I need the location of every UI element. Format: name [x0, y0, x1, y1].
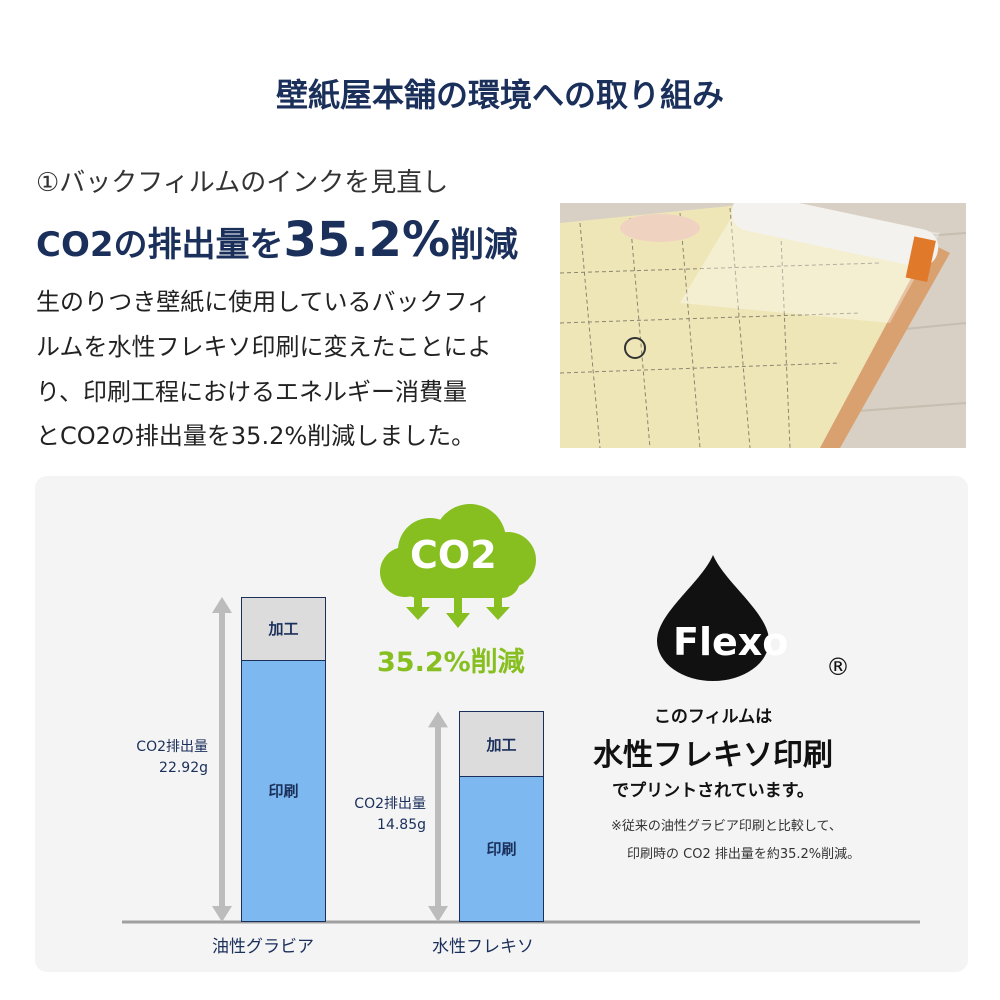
- ink-drop-icon: [657, 555, 769, 681]
- registered-mark: ®: [826, 653, 850, 681]
- body-line: とCO2の排出量を35.2%削減しました。: [36, 422, 476, 450]
- stacked-bar: 加工 印刷: [459, 711, 544, 922]
- note-line1: ※従来の油性グラビア印刷と比較して、: [611, 819, 842, 834]
- headline-prefix: CO2の排出量を: [36, 225, 284, 265]
- co2-cloud-icon: [380, 504, 536, 628]
- film-line3: でプリントされています。: [612, 781, 814, 801]
- segment-print: 印刷: [242, 659, 325, 921]
- segment-process: 加工: [242, 598, 325, 660]
- film-line2: 水性フレキソ印刷: [593, 738, 833, 773]
- stacked-bar: 加工 印刷: [241, 597, 326, 922]
- cloud-label: CO2: [410, 533, 497, 577]
- body-line: り、印刷工程におけるエネルギー消費量: [36, 378, 468, 406]
- page-title: 壁紙屋本舗の環境への取り組み: [275, 76, 724, 114]
- total-arrow: [428, 711, 448, 922]
- note-line2: 印刷時の CO2 排出量を約35.2%削減。: [627, 847, 861, 862]
- total-arrow: [212, 597, 232, 922]
- total-label-gravure: CO2排出量 22.92g: [136, 739, 208, 776]
- section-subtitle: ①バックフィルムのインクを見直し: [36, 168, 449, 198]
- body-line: ルムを水性フレキソ印刷に変えたことによ: [36, 333, 492, 361]
- total-label-flexo: CO2排出量 14.85g: [354, 796, 426, 833]
- reduction-label: 35.2%削減: [377, 647, 525, 678]
- headline-value: 35.2%: [283, 212, 451, 268]
- body-line: 生のりつき壁紙に使用しているバックフィ: [36, 288, 492, 316]
- headline-suffix: 削減: [450, 225, 519, 265]
- segment-print: 印刷: [460, 775, 543, 921]
- x-label-flexo: 水性フレキソ: [432, 937, 534, 957]
- backfilm-photo: [560, 203, 966, 448]
- section-headline: CO2の排出量を35.2%削減: [36, 212, 518, 268]
- segment-process: 加工: [460, 712, 543, 776]
- flexo-logo: Flexo: [673, 620, 789, 664]
- x-label-gravure: 油性グラビア: [212, 937, 314, 957]
- film-line1: このフィルムは: [653, 707, 773, 727]
